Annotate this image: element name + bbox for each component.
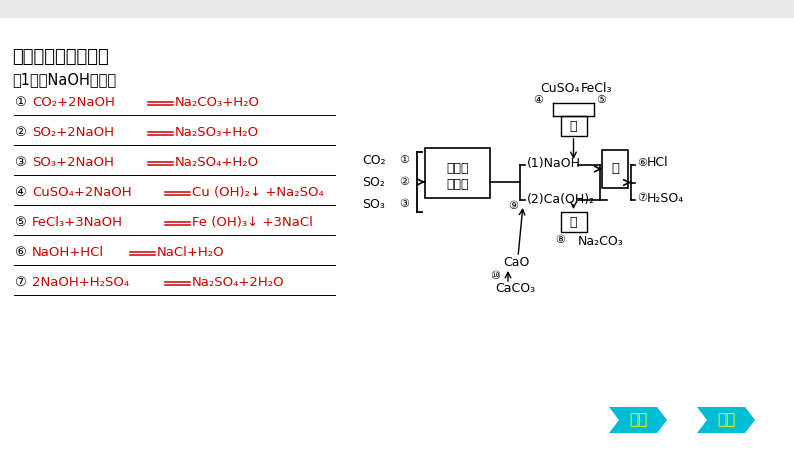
Text: H₂SO₄: H₂SO₄ [647,192,684,204]
Text: FeCl₃: FeCl₃ [581,82,612,94]
Text: 上页: 上页 [629,413,647,427]
Text: (1)NaOH: (1)NaOH [527,158,581,171]
Text: 盐: 盐 [570,216,577,229]
FancyBboxPatch shape [425,148,490,198]
Text: ③: ③ [14,156,26,169]
Text: HCl: HCl [647,157,669,170]
Text: ⑤: ⑤ [14,216,26,229]
Text: 酸: 酸 [611,163,619,176]
Text: 2NaOH+H₂SO₄: 2NaOH+H₂SO₄ [32,276,129,289]
Polygon shape [697,407,755,433]
Text: ⑤: ⑤ [596,95,606,105]
Text: CuSO₄+2NaOH: CuSO₄+2NaOH [32,186,132,199]
Text: SO₂: SO₂ [362,176,385,189]
Text: ⑧: ⑧ [556,235,565,245]
Text: CuSO₄: CuSO₄ [540,82,580,94]
Text: FeCl₃+3NaOH: FeCl₃+3NaOH [32,216,123,229]
Text: Na₂CO₃+H₂O: Na₂CO₃+H₂O [175,96,260,109]
Text: ②: ② [14,126,26,139]
Text: ⑦: ⑦ [637,193,647,203]
Text: Na₂CO₃: Na₂CO₃ [577,235,623,248]
Text: CaCO₃: CaCO₃ [495,282,535,295]
Text: Na₂SO₄+2H₂O: Na₂SO₄+2H₂O [192,276,284,289]
FancyBboxPatch shape [0,0,794,18]
Text: 非金属: 非金属 [446,162,468,175]
Text: ④: ④ [533,95,543,105]
Text: ③: ③ [399,199,409,209]
FancyBboxPatch shape [561,212,587,232]
Text: Na₂SO₃+H₂O: Na₂SO₃+H₂O [175,126,259,139]
Text: 二、物质与碱的反应: 二、物质与碱的反应 [12,48,109,66]
Text: ⑥: ⑥ [14,246,26,259]
Text: ①: ① [14,96,26,109]
Text: Cu (OH)₂↓ +Na₂SO₄: Cu (OH)₂↓ +Na₂SO₄ [192,186,324,199]
Text: 氧化物: 氧化物 [446,178,468,191]
Text: ⑥: ⑥ [637,158,647,168]
Text: Fe (OH)₃↓ +3NaCl: Fe (OH)₃↓ +3NaCl [192,216,313,229]
Text: Na₂SO₄+H₂O: Na₂SO₄+H₂O [175,156,259,169]
Text: ④: ④ [14,186,26,199]
Text: （1）与NaOH反应时: （1）与NaOH反应时 [12,72,116,87]
Text: SO₃: SO₃ [362,198,385,211]
Text: ⑨: ⑨ [508,201,518,211]
Text: 下页: 下页 [717,413,735,427]
Text: ①: ① [399,155,409,165]
Text: ②: ② [399,177,409,187]
Text: SO₂+2NaOH: SO₂+2NaOH [32,126,114,139]
Text: CO₂+2NaOH: CO₂+2NaOH [32,96,115,109]
Text: CaO: CaO [503,255,530,269]
Text: NaCl+H₂O: NaCl+H₂O [157,246,225,259]
Text: NaOH+HCl: NaOH+HCl [32,246,104,259]
Text: SO₃+2NaOH: SO₃+2NaOH [32,156,114,169]
Text: CO₂: CO₂ [362,154,386,167]
Text: ⑦: ⑦ [14,276,26,289]
FancyBboxPatch shape [602,150,628,188]
Text: ⑩: ⑩ [490,271,500,281]
Polygon shape [609,407,667,433]
Text: 盐: 盐 [570,119,577,132]
FancyBboxPatch shape [561,116,587,136]
Text: (2)Ca(OH)₂: (2)Ca(OH)₂ [527,193,596,206]
